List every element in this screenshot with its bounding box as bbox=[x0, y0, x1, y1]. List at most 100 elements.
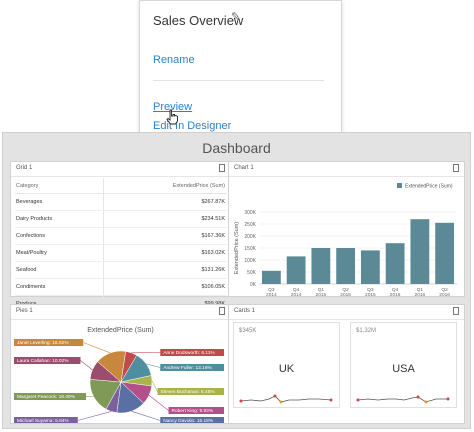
pie-leader-line bbox=[148, 395, 169, 411]
x-tick-label: 2015 bbox=[316, 292, 327, 296]
cell-value: $267.87K bbox=[103, 193, 227, 211]
table-row[interactable]: Beverages $267.87K bbox=[15, 193, 227, 211]
card-value: $345K bbox=[239, 328, 257, 334]
export-icon[interactable] bbox=[453, 164, 459, 172]
rename-link[interactable]: Rename bbox=[153, 54, 195, 66]
pie-leader-line bbox=[146, 363, 161, 368]
export-icon[interactable] bbox=[219, 164, 225, 172]
grid-panel-header: Grid 1 bbox=[11, 162, 230, 177]
menu-divider bbox=[153, 80, 324, 81]
cell-value: $131.26K bbox=[103, 261, 227, 279]
pie-label: Nancy Davolio: 15.18% bbox=[163, 418, 214, 423]
cell-category: Beverages bbox=[15, 193, 104, 211]
table-row[interactable]: Condiments $106.05K bbox=[15, 278, 227, 296]
table-row[interactable]: Meat/Poultry $163.02K bbox=[15, 244, 227, 262]
y-tick-label: 100K bbox=[244, 258, 256, 264]
bar bbox=[410, 219, 430, 284]
x-tick-label: 2016 bbox=[439, 292, 450, 296]
y-axis-label: ExtendedPrice (Sum) bbox=[234, 222, 240, 274]
chart-panel-title: Chart 1 bbox=[234, 165, 254, 171]
pie-label: Laura Callahan: 10.02% bbox=[17, 358, 69, 364]
sparkline bbox=[239, 394, 333, 404]
dashboard-title: Dashboard bbox=[202, 140, 271, 156]
y-tick-label: 50K bbox=[247, 270, 257, 276]
cell-category: Dairy Products bbox=[15, 210, 104, 228]
cards-panel: Cards 1 $345K UK $1.32M USA bbox=[228, 304, 465, 424]
card-name: USA bbox=[392, 363, 415, 375]
pie-label: Michael Suyama: 5.84% bbox=[17, 418, 69, 423]
bar bbox=[336, 248, 356, 284]
pie-leader-line bbox=[77, 411, 112, 421]
pie-label-box bbox=[14, 393, 86, 400]
table-row[interactable]: Confections $167.36K bbox=[15, 227, 227, 245]
pie-label-box bbox=[14, 357, 81, 364]
pie-leader-line bbox=[151, 380, 158, 392]
y-tick-label: 200K bbox=[244, 234, 256, 240]
pies-panel-header: Pies 1 bbox=[11, 305, 230, 320]
x-tick-label: Q2 bbox=[441, 287, 448, 293]
x-tick-label: Q3 bbox=[367, 287, 374, 293]
cell-value: $167.36K bbox=[103, 227, 227, 245]
x-tick-label: Q4 bbox=[392, 287, 399, 293]
bar bbox=[435, 222, 455, 284]
card-name: UK bbox=[278, 363, 295, 375]
x-tick-label: 2015 bbox=[390, 292, 401, 296]
pencil-icon[interactable]: ✎ bbox=[231, 11, 241, 23]
x-tick-label: Q1 bbox=[417, 287, 424, 293]
x-tick-label: Q2 bbox=[342, 287, 349, 293]
cell-category: Seafood bbox=[15, 261, 104, 279]
x-tick-label: 2014 bbox=[266, 292, 277, 296]
export-icon[interactable] bbox=[453, 307, 459, 315]
grid-table: Category ExtendedPrice (Sum) Beverages $2… bbox=[15, 178, 227, 313]
table-row[interactable]: Seafood $131.26K bbox=[15, 261, 227, 279]
column-header-extendedprice[interactable]: ExtendedPrice (Sum) bbox=[103, 178, 227, 194]
legend-label: ExtendedPrice (Sum) bbox=[405, 184, 453, 190]
pie-label: Janet Leverling: 16.02% bbox=[17, 340, 69, 346]
table-row[interactable]: Dairy Products $234.51K bbox=[15, 210, 227, 228]
export-icon[interactable] bbox=[219, 307, 225, 315]
pies-panel-title: Pies 1 bbox=[16, 308, 33, 314]
y-tick-label: 0K bbox=[250, 282, 257, 288]
x-tick-label: 2016 bbox=[415, 292, 426, 296]
cards-panel-title: Cards 1 bbox=[234, 308, 256, 314]
y-tick-label: 300K bbox=[244, 210, 256, 216]
card-usa[interactable]: $1.32M USA bbox=[350, 322, 457, 408]
grid-header-row: Category ExtendedPrice (Sum) bbox=[15, 178, 227, 194]
legend-swatch bbox=[397, 183, 402, 188]
grid-panel-title: Grid 1 bbox=[16, 165, 33, 171]
pie-leader-line bbox=[83, 342, 111, 354]
pie-label-box bbox=[14, 417, 78, 423]
pie-label: Andrew Fuller: 13.16% bbox=[163, 365, 212, 371]
y-tick-label: 150K bbox=[244, 246, 256, 252]
bar-chart: ExtendedPrice (Sum) ExtendedPrice (Sum) 0K… bbox=[234, 183, 457, 296]
chart-panel-header: Chart 1 bbox=[229, 162, 464, 177]
pie-label: Robert King: 9.93% bbox=[172, 408, 214, 414]
card-value: $1.32M bbox=[356, 328, 377, 334]
pie-leader-line bbox=[80, 360, 93, 371]
x-tick-label: 2015 bbox=[365, 292, 376, 296]
preview-link[interactable]: Preview bbox=[153, 101, 193, 113]
bar bbox=[385, 243, 405, 284]
bar bbox=[311, 248, 331, 284]
pie-label: Anne Dodsworth: 6.11% bbox=[163, 350, 215, 356]
card-uk[interactable]: $345K UK bbox=[233, 322, 340, 408]
cell-value: $234.51K bbox=[103, 210, 227, 228]
cell-category: Confections bbox=[15, 227, 104, 245]
pie-label: Steven Buchanan: 5.45% bbox=[161, 389, 216, 395]
x-tick-label: Q3 bbox=[268, 287, 275, 293]
grid-panel: Grid 1 Category ExtendedPrice (Sum) Beve… bbox=[10, 161, 231, 313]
bar bbox=[286, 256, 306, 284]
cell-category: Condiments bbox=[15, 278, 104, 296]
column-header-category[interactable]: Category bbox=[15, 178, 104, 194]
x-tick-label: Q1 bbox=[318, 287, 325, 293]
hand-cursor-icon bbox=[166, 109, 178, 125]
pie-label: Margaret Peacock: 18.40% bbox=[17, 394, 76, 400]
pie-heading: ExtendedPrice (Sum) bbox=[87, 327, 154, 334]
pie-label-box bbox=[157, 388, 224, 395]
pie-slice bbox=[97, 350, 126, 383]
bar bbox=[261, 270, 281, 284]
x-tick-label: 2014 bbox=[291, 292, 302, 296]
y-tick-label: 250K bbox=[244, 222, 256, 228]
pie-label-box bbox=[14, 339, 84, 346]
pie-label-box bbox=[160, 364, 224, 371]
